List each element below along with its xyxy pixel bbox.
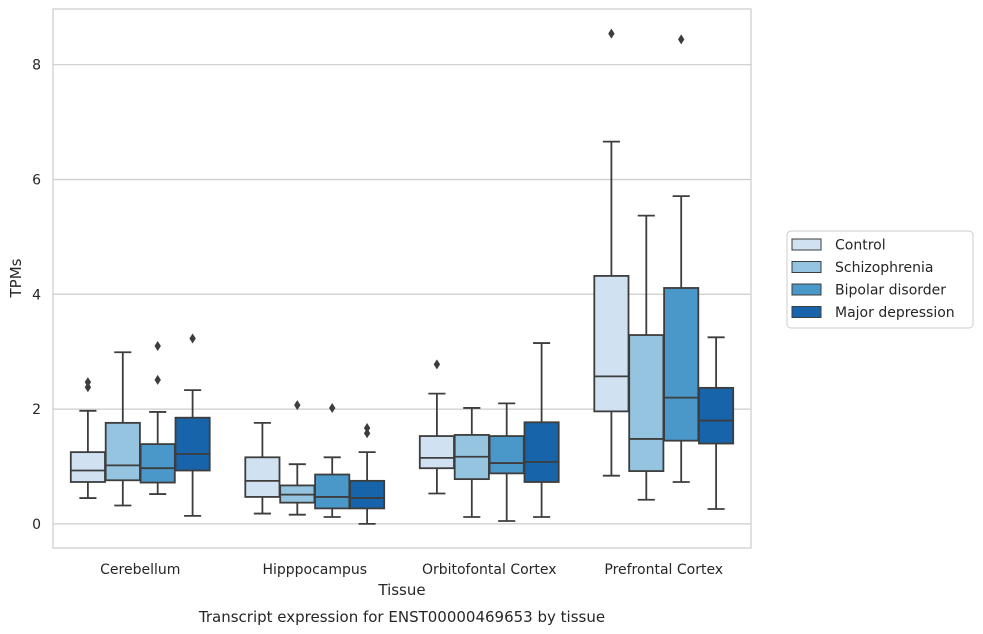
box-2-0 — [418, 359, 455, 495]
box-iqr — [244, 456, 281, 498]
x-axis-label: Tissue — [377, 581, 425, 599]
legend-label-0: Control — [835, 238, 886, 254]
box-0-0 — [69, 377, 106, 499]
legend-label-1: Schizophrenia — [835, 260, 933, 276]
outlier-0 — [608, 28, 615, 39]
outlier-0 — [189, 333, 196, 344]
box-1-2 — [314, 402, 351, 518]
outlier-1 — [363, 423, 371, 434]
legend-label-3: Major depression — [835, 305, 955, 321]
box-2-3 — [523, 342, 560, 518]
outlier-0 — [84, 382, 92, 393]
x-tick-label-2: Orbitofontal Cortex — [422, 562, 557, 578]
y-axis-label: TPMs — [7, 258, 25, 298]
box-iqr — [314, 473, 351, 510]
outlier-1 — [84, 377, 92, 388]
box-2-2 — [488, 402, 525, 522]
outlier-1 — [154, 340, 161, 351]
box-1-0 — [244, 421, 281, 515]
box-iqr — [104, 421, 141, 482]
outlier-0 — [678, 34, 685, 45]
legend-label-2: Bipolar disorder — [835, 283, 946, 299]
y-tick-label-1: 2 — [32, 402, 41, 418]
plot-frame — [52, 8, 752, 549]
box-0-2 — [139, 340, 176, 495]
y-tick-label-3: 6 — [32, 172, 41, 188]
x-tick-label-0: Cerebellum — [100, 562, 180, 578]
box-iqr — [139, 443, 176, 484]
box-1-1 — [279, 400, 316, 516]
legend-swatch-3 — [791, 306, 822, 318]
x-axis-ticks: Cerebellum Hipppocampus Orbitofontal Corte… — [100, 562, 723, 578]
box-iqr — [663, 287, 700, 442]
box-3-2 — [663, 34, 700, 483]
box-iqr — [593, 275, 630, 413]
outlier-0 — [154, 374, 161, 385]
x-tick-label-1: Hipppocampus — [262, 562, 367, 578]
y-axis-ticks: 0 2 4 6 8 — [32, 58, 41, 533]
legend-swatch-1 — [791, 261, 822, 273]
box-3-1 — [628, 214, 665, 501]
y-tick-label-2: 4 — [32, 287, 41, 303]
box-0-1 — [104, 351, 141, 507]
outlier-0 — [433, 359, 441, 370]
figure-caption: Transcript expression for ENST0000046965… — [198, 608, 605, 626]
legend-swatch-2 — [791, 283, 822, 296]
outlier-0 — [329, 402, 336, 413]
legend-box — [786, 230, 974, 329]
box-0-3 — [174, 333, 211, 517]
box-iqr — [69, 451, 106, 483]
box-iqr — [349, 479, 386, 510]
x-tick-label-3: Prefrontal Cortex — [604, 562, 723, 578]
y-tick-label-4: 8 — [32, 58, 41, 74]
box-iqr — [628, 334, 665, 472]
outlier-0 — [363, 428, 371, 439]
outlier-0 — [294, 400, 301, 411]
box-2-1 — [453, 407, 490, 518]
legend-swatch-0 — [791, 238, 822, 251]
box-3-0 — [593, 28, 630, 477]
y-tick-label-0: 0 — [32, 517, 41, 533]
boxes — [69, 28, 735, 525]
box-iqr — [523, 421, 560, 483]
box-iqr — [174, 416, 211, 472]
box-iqr — [418, 435, 455, 470]
box-iqr — [488, 435, 525, 475]
box-iqr — [698, 386, 735, 445]
box-3-3 — [698, 336, 735, 510]
box-1-3 — [349, 423, 386, 525]
legend: Control Schizophrenia Bipolar disorder Majo… — [786, 230, 974, 329]
